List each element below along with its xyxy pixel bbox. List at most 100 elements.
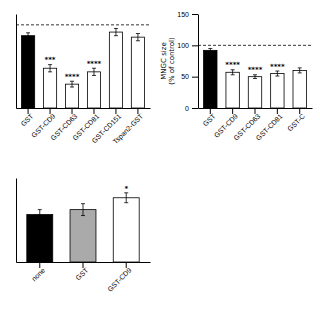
error-bar-stem	[126, 193, 127, 203]
x-axis: none GST GST-CD9	[17, 262, 151, 293]
error-bar-stem	[39, 210, 40, 220]
panel: GSTGST-CD9GST-CD63GST-CD81GST-CD151Tspan…	[16, 15, 151, 146]
error-bar	[48, 65, 52, 72]
y-tick-mark	[192, 77, 198, 78]
x-tick-label: Tspan2-GST	[112, 112, 146, 146]
error-bar	[231, 70, 235, 75]
error-bar-cap	[26, 38, 30, 39]
error-bar	[208, 48, 212, 52]
panel: none GST GST-CD9 *	[17, 179, 151, 293]
bar	[65, 84, 78, 108]
y-axis-title-line: MNGC size	[160, 42, 168, 79]
x-tick: GST	[19, 108, 35, 128]
error-bar	[124, 193, 128, 203]
error-bar-cap	[114, 28, 118, 29]
error-bar-cap	[81, 215, 85, 216]
bar	[293, 70, 306, 108]
error-bar	[253, 75, 257, 79]
x-tick-label: GST	[19, 112, 35, 128]
y-tick-label: 100	[177, 42, 189, 49]
error-bar-cap	[92, 75, 96, 76]
x-axis-line	[17, 108, 151, 109]
y-axis-line	[16, 179, 17, 263]
error-bar-cap	[253, 78, 257, 79]
error-bar-cap	[124, 202, 128, 203]
x-tick: GST	[202, 108, 218, 128]
bar	[27, 215, 53, 262]
error-bar	[26, 33, 30, 39]
x-tick-label: GST-CD81	[255, 112, 284, 141]
error-bar-cap	[275, 76, 279, 77]
bar	[70, 210, 96, 262]
significance-star: *	[124, 185, 128, 193]
x-tick-label: GST-CD9	[106, 266, 132, 292]
bar	[113, 198, 139, 262]
error-bar-cap	[81, 203, 85, 204]
error-bar-cap	[208, 48, 212, 49]
bar	[87, 72, 100, 108]
significance-star: ****	[248, 66, 263, 74]
bar	[21, 36, 34, 108]
x-axis: GSTGST-CD9GST-CD63GST-CD81GST-CD151Tspan…	[17, 108, 151, 146]
x-tick: GST	[74, 262, 90, 282]
error-bar	[70, 81, 74, 87]
y-axis-line	[198, 15, 199, 109]
error-bar-stem	[83, 204, 84, 216]
y-tick-label: 0	[185, 105, 189, 112]
x-tick: GST-CD9	[106, 262, 132, 293]
y-tick-label: 50	[181, 73, 189, 80]
reference-line	[16, 24, 150, 25]
error-bar	[298, 68, 302, 73]
bar	[131, 37, 144, 108]
x-tick: Tspan2-GST	[112, 108, 146, 146]
x-tick: none	[30, 262, 46, 282]
y-axis-title: MNGC size(% of control)	[160, 37, 176, 85]
y-tick-mark	[192, 45, 198, 46]
error-bar-cap	[70, 87, 74, 88]
error-bar-stem	[299, 68, 300, 73]
x-tick-label: GST	[74, 266, 90, 282]
error-bar-stem	[28, 33, 29, 39]
x-tick-label: GST	[202, 112, 218, 128]
error-bar-stem	[232, 70, 233, 75]
significance-star: ***	[45, 56, 56, 64]
error-bar-stem	[115, 28, 116, 35]
error-bar-cap	[136, 40, 140, 41]
error-bar	[136, 34, 140, 41]
y-tick: 50	[181, 73, 198, 80]
bar	[204, 50, 217, 108]
x-tick: GST-CD81	[255, 108, 284, 142]
error-bar-cap	[38, 219, 42, 220]
bar	[271, 74, 284, 108]
significance-star: ****	[65, 73, 80, 81]
y-tick-mark	[192, 14, 198, 15]
error-bar-stem	[137, 34, 138, 41]
error-bar-stem	[210, 48, 211, 52]
significance-star: ****	[270, 63, 285, 71]
plot-area	[16, 25, 150, 108]
x-tick: GST-C	[286, 108, 306, 133]
reference-line	[198, 45, 312, 46]
x-tick-label: GST-C	[286, 112, 306, 132]
error-bar-cap	[298, 67, 302, 68]
error-bar	[92, 68, 96, 75]
error-bar-stem	[50, 65, 51, 72]
figure: GSTGST-CD9GST-CD63GST-CD81GST-CD151Tspan…	[0, 0, 320, 320]
error-bar	[275, 71, 279, 76]
y-axis	[16, 15, 17, 109]
error-bar	[81, 204, 85, 216]
y-axis-line	[16, 15, 17, 109]
y-axis: 050100150	[177, 11, 198, 112]
error-bar-cap	[208, 52, 212, 53]
y-tick: 100	[177, 42, 198, 49]
error-bar-cap	[231, 74, 235, 75]
bar	[43, 68, 56, 108]
error-bar-cap	[298, 72, 302, 73]
y-tick-mark	[192, 108, 198, 109]
error-bar-stem	[277, 71, 278, 76]
y-tick: 0	[185, 105, 198, 112]
x-tick-label: none	[30, 266, 46, 282]
error-bar-cap	[136, 33, 140, 34]
panel: GSTGST-CD9GST-CD63GST-CD81GST-C050100150…	[160, 11, 313, 142]
y-axis	[16, 179, 17, 263]
